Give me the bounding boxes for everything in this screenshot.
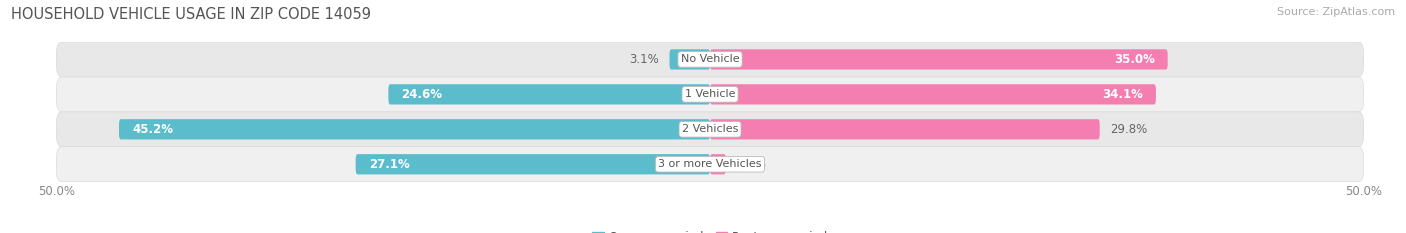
FancyBboxPatch shape xyxy=(56,112,1364,147)
FancyBboxPatch shape xyxy=(710,49,1167,69)
Text: 27.1%: 27.1% xyxy=(368,158,409,171)
FancyBboxPatch shape xyxy=(356,154,710,174)
FancyBboxPatch shape xyxy=(388,84,710,105)
Text: 35.0%: 35.0% xyxy=(1114,53,1154,66)
FancyBboxPatch shape xyxy=(710,154,725,174)
Text: 24.6%: 24.6% xyxy=(402,88,443,101)
FancyBboxPatch shape xyxy=(669,49,710,69)
Text: 1.2%: 1.2% xyxy=(737,158,766,171)
Text: 1 Vehicle: 1 Vehicle xyxy=(685,89,735,99)
Text: 29.8%: 29.8% xyxy=(1111,123,1147,136)
Text: 34.1%: 34.1% xyxy=(1102,88,1143,101)
Text: 2 Vehicles: 2 Vehicles xyxy=(682,124,738,134)
FancyBboxPatch shape xyxy=(710,119,1099,139)
Text: No Vehicle: No Vehicle xyxy=(681,55,740,64)
FancyBboxPatch shape xyxy=(56,42,1364,77)
FancyBboxPatch shape xyxy=(120,119,710,139)
FancyBboxPatch shape xyxy=(56,147,1364,182)
Text: 3.1%: 3.1% xyxy=(630,53,659,66)
Text: HOUSEHOLD VEHICLE USAGE IN ZIP CODE 14059: HOUSEHOLD VEHICLE USAGE IN ZIP CODE 1405… xyxy=(11,7,371,22)
Text: Source: ZipAtlas.com: Source: ZipAtlas.com xyxy=(1277,7,1395,17)
Text: 45.2%: 45.2% xyxy=(132,123,173,136)
Text: 3 or more Vehicles: 3 or more Vehicles xyxy=(658,159,762,169)
FancyBboxPatch shape xyxy=(710,84,1156,105)
FancyBboxPatch shape xyxy=(56,77,1364,112)
Legend: Owner-occupied, Renter-occupied: Owner-occupied, Renter-occupied xyxy=(586,226,834,233)
